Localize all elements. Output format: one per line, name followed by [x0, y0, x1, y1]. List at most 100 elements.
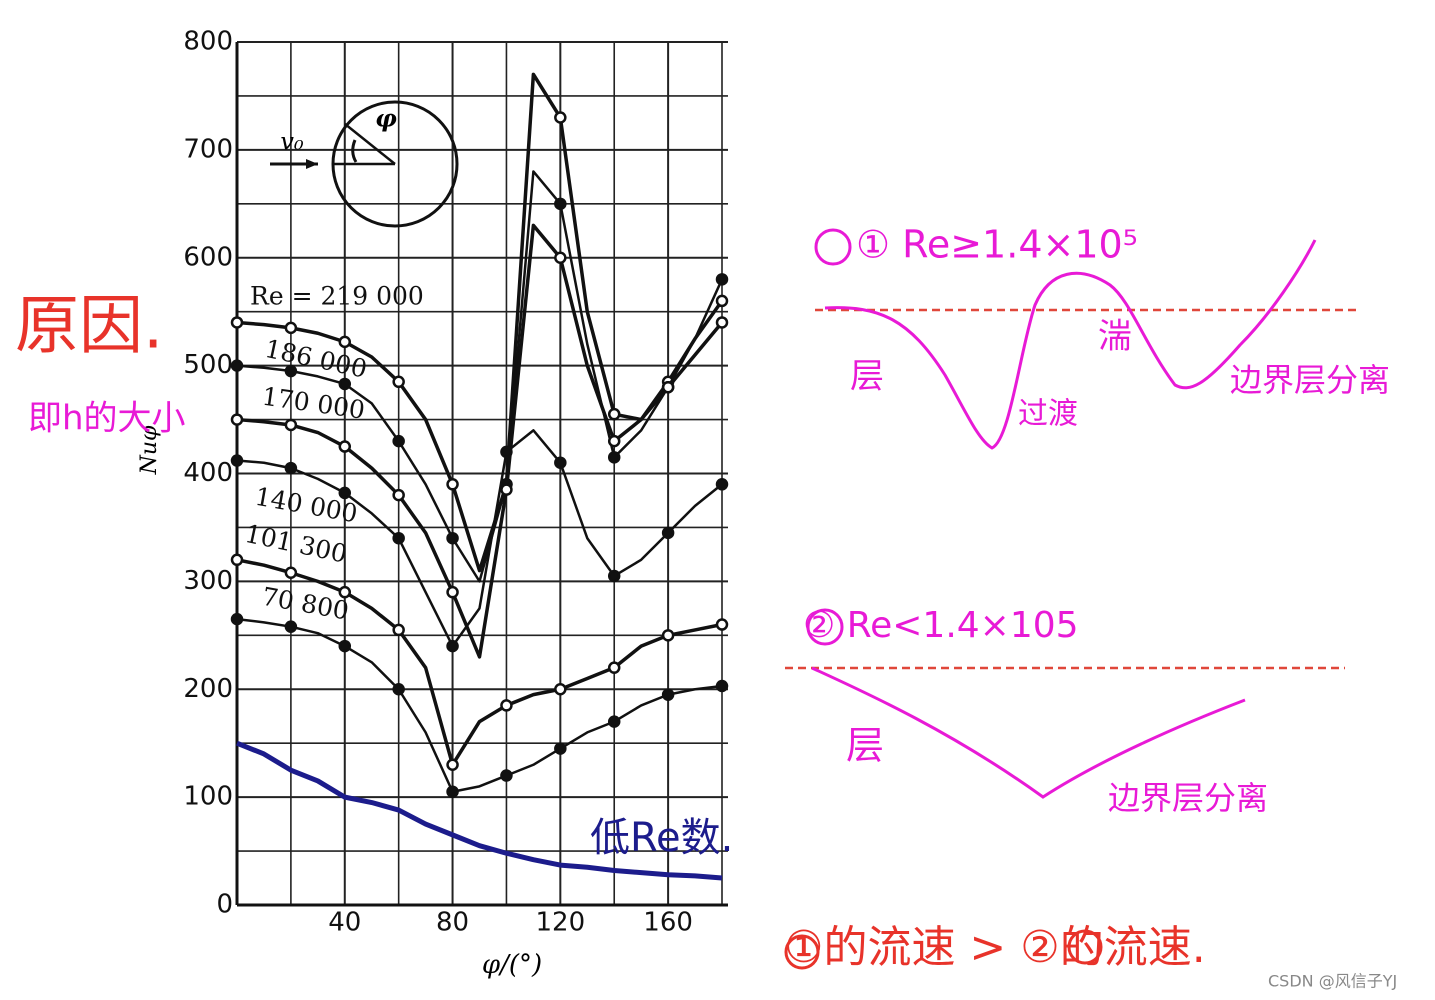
series-line [236, 429, 723, 648]
sketch-curve [811, 666, 1246, 799]
annotation: ① Re≥1.4×10⁵ [856, 223, 1138, 267]
x-axis-label: φ/(°) [482, 950, 542, 980]
data-point [607, 569, 621, 583]
data-point [607, 661, 621, 674]
data-point [338, 639, 352, 653]
data-point [338, 486, 352, 500]
data-point [392, 434, 405, 448]
y-tick-label: 300 [183, 566, 233, 596]
y-tick-label: 700 [183, 134, 233, 164]
data-point [392, 375, 405, 389]
data-point [284, 566, 298, 579]
circle-mark [784, 934, 820, 970]
series-line [236, 617, 723, 793]
data-point [284, 418, 298, 432]
x-tick-label: 40 [328, 908, 361, 938]
x-tick-label: 120 [536, 908, 586, 938]
data-point [230, 359, 244, 372]
y-tick-label: 0 [216, 890, 233, 920]
data-point [661, 526, 675, 540]
series-line [236, 558, 723, 767]
x-tick-label: 80 [436, 908, 469, 938]
annotation: ①的流速 > ②的流速. [784, 922, 1206, 973]
data-point [446, 785, 459, 798]
data-point [446, 585, 459, 599]
data-point [230, 316, 244, 329]
data-point [230, 454, 244, 467]
data-point [230, 553, 244, 567]
inset-diagram: v₀ φ [270, 100, 459, 228]
data-point [607, 715, 621, 728]
annotation: 原因. [15, 290, 163, 364]
angle-arc [351, 139, 358, 163]
data-point [607, 451, 621, 464]
data-point [338, 440, 352, 453]
data-point [392, 531, 405, 545]
x-tick-label: 160 [643, 908, 693, 938]
circle-mark [814, 228, 852, 266]
annotation: ② Re<1.4×105 [803, 605, 1079, 646]
y-tick-label: 800 [183, 27, 233, 57]
sketch-curve [824, 239, 1317, 450]
legend-label: 低Re数. [590, 815, 733, 861]
data-point [715, 679, 729, 693]
data-point [500, 483, 513, 496]
annotation: CSDN @风信子YJ [1268, 972, 1397, 991]
inset-label: v₀ [280, 128, 304, 156]
data-point [284, 321, 298, 335]
data-point [661, 629, 675, 642]
data-point [554, 456, 567, 469]
series-line [236, 223, 724, 659]
legend-label: Re = 219 000 [250, 282, 424, 311]
data-point [392, 623, 405, 637]
data-point [554, 197, 567, 211]
annotation: 层 [850, 357, 884, 397]
y-tick-label: 600 [183, 242, 233, 272]
radius [344, 123, 396, 165]
data-point [554, 111, 567, 124]
annotation: 层 [846, 724, 884, 768]
data-point [661, 380, 675, 394]
arrow-head [306, 159, 318, 169]
data-point [715, 316, 729, 329]
data-point [446, 758, 459, 772]
data-point [446, 478, 459, 491]
data-point [715, 273, 729, 286]
data-point [338, 585, 352, 599]
data-point [661, 688, 675, 701]
annotation: 边界层分离 [1230, 361, 1390, 399]
data-point [230, 612, 244, 626]
data-point [338, 335, 352, 349]
data-point [392, 683, 405, 696]
annotation: 湍 [1098, 317, 1132, 357]
annotation: 即h的大小 [28, 399, 186, 439]
y-axis-label: Nuφ [137, 425, 162, 475]
series-line [236, 740, 723, 881]
data-point [500, 699, 513, 712]
data-point [392, 488, 405, 502]
y-tick-label: 500 [183, 350, 233, 380]
annotation: 过渡 [1018, 397, 1078, 432]
data-point [554, 683, 567, 696]
annotation: 边界层分离 [1108, 779, 1268, 817]
sketches [784, 228, 1360, 970]
inset-label: φ [375, 104, 397, 133]
circle-mark [1067, 929, 1103, 965]
y-tick-label: 400 [183, 458, 233, 488]
data-point [338, 377, 352, 391]
y-tick-label: 100 [183, 782, 233, 812]
data-point [715, 294, 729, 308]
data-point [607, 434, 621, 448]
data-point [284, 364, 298, 378]
data-point [500, 769, 513, 782]
data-point [446, 639, 459, 653]
data-point [715, 618, 729, 631]
data-point [284, 461, 298, 475]
data-point [607, 407, 621, 421]
data-point [284, 620, 298, 633]
circle-mark [806, 608, 844, 646]
data-point [446, 531, 459, 545]
data-point [230, 413, 244, 426]
